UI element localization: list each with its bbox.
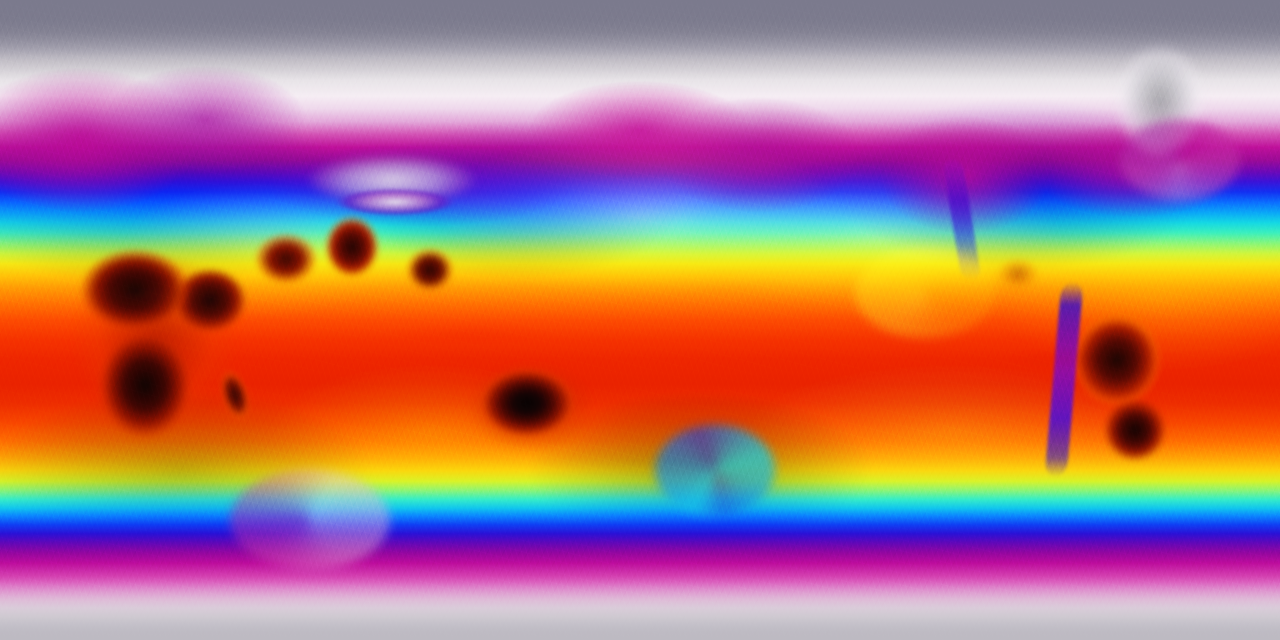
global-temperature-map [0, 0, 1280, 640]
polar-cap-haze [0, 0, 1280, 640]
